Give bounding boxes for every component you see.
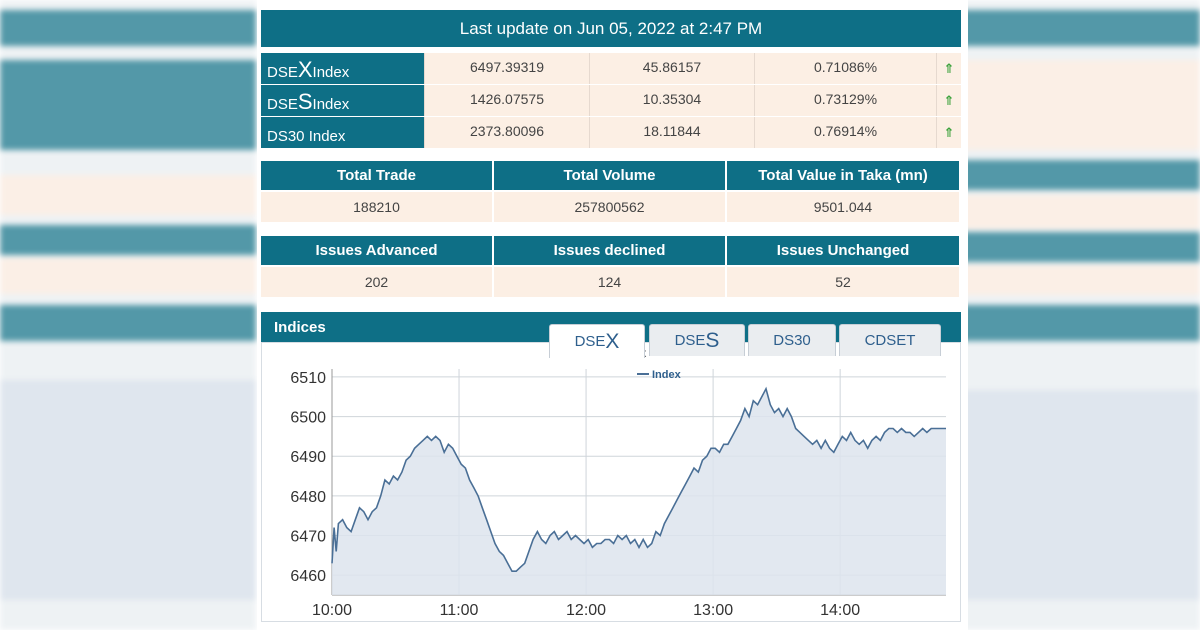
y-tick-label: 6500 — [290, 410, 326, 427]
stat-value: 257800562 — [494, 192, 727, 222]
blurred-backdrop-right — [962, 0, 1200, 630]
up-arrow-icon: ⇑ — [936, 117, 961, 148]
index-name[interactable]: DS30 Index — [261, 117, 424, 148]
index-value: 1426.07575 — [424, 85, 589, 116]
up-arrow-icon: ⇑ — [936, 53, 961, 84]
index-chart: 6460 6470 6480 6490 6500 6510 10:00 11:00 12:00 1… — [290, 346, 946, 619]
last-update-banner: Last update on Jun 05, 2022 at 2:47 PM — [261, 10, 961, 47]
index-value: 2373.80096 — [424, 117, 589, 148]
stat-header: Issues declined — [494, 236, 727, 265]
market-summary-panel: Last update on Jun 05, 2022 at 2:47 PM D… — [257, 0, 968, 630]
y-tick-label: 6510 — [290, 370, 326, 387]
stat-value: 124 — [494, 267, 727, 297]
tab-cdset[interactable]: CDSET — [839, 324, 941, 356]
trade-stats-table: Total Trade Total Volume Total Value in … — [261, 161, 961, 222]
y-tick-label: 6460 — [290, 568, 326, 585]
stat-header: Total Value in Taka (mn) — [727, 161, 961, 190]
x-tick-label: 10:00 — [312, 602, 352, 619]
index-line — [331, 386, 946, 572]
index-name[interactable]: DSE S Index — [261, 85, 424, 116]
index-change: 10.35304 — [589, 85, 754, 116]
stat-value: 9501.044 — [727, 192, 961, 222]
issue-stats-table: Issues Advanced Issues declined Issues U… — [261, 236, 961, 297]
index-value: 6497.39319 — [424, 53, 589, 84]
stat-header: Total Trade — [261, 161, 494, 190]
y-tick-label: 6470 — [290, 529, 326, 546]
stat-value: 202 — [261, 267, 494, 297]
x-tick-label: 13:00 — [693, 602, 733, 619]
index-change: 18.11844 — [589, 117, 754, 148]
x-tick-label: 14:00 — [820, 602, 860, 619]
stat-value: 188210 — [261, 192, 494, 222]
stat-value: 52 — [727, 267, 961, 297]
blurred-backdrop-left — [0, 0, 256, 630]
index-area — [332, 388, 946, 595]
index-percent: 0.76914% — [754, 117, 936, 148]
legend-label: Index — [652, 369, 682, 381]
index-row-ds30: DS30 Index 2373.80096 18.11844 0.76914% … — [261, 117, 961, 149]
up-arrow-icon: ⇑ — [936, 85, 961, 116]
index-row-dses: DSE S Index 1426.07575 10.35304 0.73129% … — [261, 85, 961, 117]
index-row-dsex: DSE X Index 6497.39319 45.86157 0.71086% … — [261, 53, 961, 85]
x-tick-label: 12:00 — [566, 602, 606, 619]
stat-header: Issues Unchanged — [727, 236, 961, 265]
index-summary-table: DSE X Index 6497.39319 45.86157 0.71086% … — [261, 53, 961, 149]
stat-header: Total Volume — [494, 161, 727, 190]
index-change: 45.86157 — [589, 53, 754, 84]
tab-dsex[interactable]: DSE X — [549, 324, 645, 358]
x-tick-label: 11:00 — [440, 602, 479, 619]
stat-header: Issues Advanced — [261, 236, 494, 265]
y-tick-label: 6490 — [290, 449, 326, 466]
y-tick-label: 6480 — [290, 489, 326, 506]
index-chart-container: 6460 6470 6480 6490 6500 6510 10:00 11:00 12:00 1… — [261, 342, 961, 622]
index-percent: 0.73129% — [754, 85, 936, 116]
index-percent: 0.71086% — [754, 53, 936, 84]
tab-ds30[interactable]: DS30 — [748, 324, 836, 356]
tab-dses[interactable]: DSE S — [649, 324, 745, 356]
index-name[interactable]: DSE X Index — [261, 53, 424, 84]
